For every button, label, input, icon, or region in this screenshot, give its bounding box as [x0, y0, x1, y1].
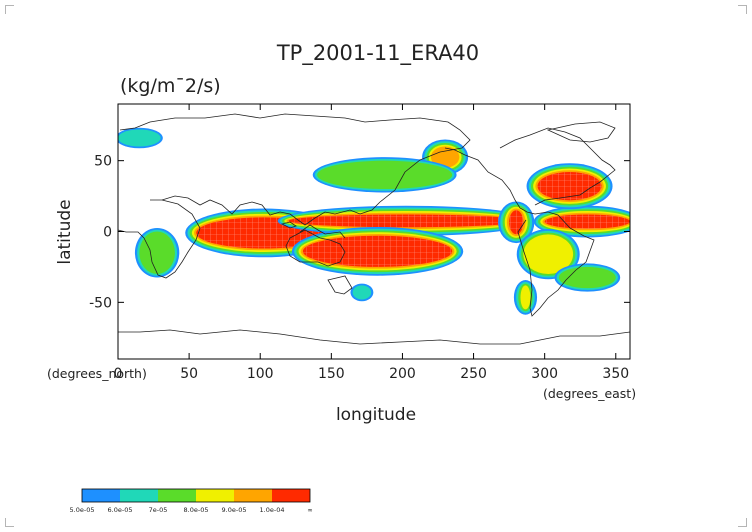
colorbar-level-label: ∞	[307, 506, 312, 514]
precip-region	[350, 283, 374, 302]
y-axis-unit-note: (degrees_north)	[47, 366, 147, 381]
colorbar-level-label: 8.0e-05	[184, 506, 209, 514]
colorbar-level-label: 6.0e-05	[108, 506, 133, 514]
precip-contour-band	[139, 231, 175, 274]
precip-hatch	[509, 210, 524, 235]
precip-contour-band	[352, 285, 372, 300]
precip-region	[513, 280, 538, 315]
x-tick-label: 200	[389, 366, 416, 382]
crop-mark-bottom-right	[738, 518, 747, 527]
precip-contour-band	[523, 234, 574, 274]
precip-region	[516, 229, 580, 280]
colorbar-level-label: 1.0e-04	[260, 506, 285, 514]
x-tick-label: 100	[247, 366, 274, 382]
colorbar-swatch	[158, 489, 196, 502]
colorbar-level-label: 7e-05	[149, 506, 168, 514]
precip-region	[277, 205, 535, 237]
chart-units: (kg/m¯2/s)	[120, 75, 221, 97]
precip-region	[533, 205, 630, 238]
precip-contour-band	[520, 285, 531, 310]
precip-hatch	[544, 214, 630, 229]
colorbar-swatch	[120, 489, 158, 502]
x-tick-label: 300	[531, 366, 558, 382]
precip-region	[134, 227, 180, 278]
x-tick-label: 50	[180, 366, 198, 382]
colorbar-level-label: 9.0e-05	[222, 506, 247, 514]
precipitation-field	[118, 127, 630, 315]
x-axis: 0 50 100 150 200 250 300 350	[114, 104, 629, 382]
y-tick-label: 0	[103, 225, 112, 241]
precip-region	[554, 263, 621, 292]
y-axis: -50 0 50	[89, 154, 630, 311]
x-tick-label: 250	[460, 366, 487, 382]
precip-hatch	[288, 214, 524, 228]
precip-region	[312, 157, 457, 193]
colorbar-swatch	[234, 489, 272, 502]
precip-contour-band	[558, 266, 616, 289]
crop-mark-bottom-left	[5, 518, 14, 527]
precip-contour-band	[430, 146, 460, 168]
y-tick-label: -50	[89, 295, 112, 311]
precip-contour-band	[317, 160, 453, 189]
x-tick-label: 150	[318, 366, 345, 382]
x-tick-label: 350	[602, 366, 629, 382]
y-axis-label: latitude	[55, 199, 75, 264]
chart-title: TP_2001-11_ERA40	[276, 41, 479, 66]
crop-mark-top-left	[5, 5, 14, 14]
coastlines	[118, 113, 630, 345]
precip-region	[291, 226, 464, 276]
precip-region	[118, 127, 163, 149]
colorbar: 5.0e-05 6.0e-05 7e-05 8.0e-05 9.0e-05 1.0e-04…	[70, 488, 313, 514]
colorbar-swatch	[82, 489, 120, 502]
colorbar-level-label: 5.0e-05	[70, 506, 95, 514]
x-axis-unit-note: (degrees_east)	[543, 386, 636, 401]
y-tick-label: 50	[94, 154, 112, 170]
colorbar-swatch	[196, 489, 234, 502]
x-axis-label: longitude	[336, 405, 416, 425]
colorbar-frame	[81, 488, 311, 503]
precip-hatch	[302, 235, 453, 267]
precip-hatch	[537, 172, 602, 201]
x-tick-label: 0	[114, 366, 123, 382]
colorbar-swatch	[272, 489, 310, 502]
precip-region	[526, 163, 613, 210]
precip-contour-band	[118, 129, 161, 147]
precip-region	[498, 201, 535, 244]
crop-mark-top-right	[738, 5, 747, 14]
